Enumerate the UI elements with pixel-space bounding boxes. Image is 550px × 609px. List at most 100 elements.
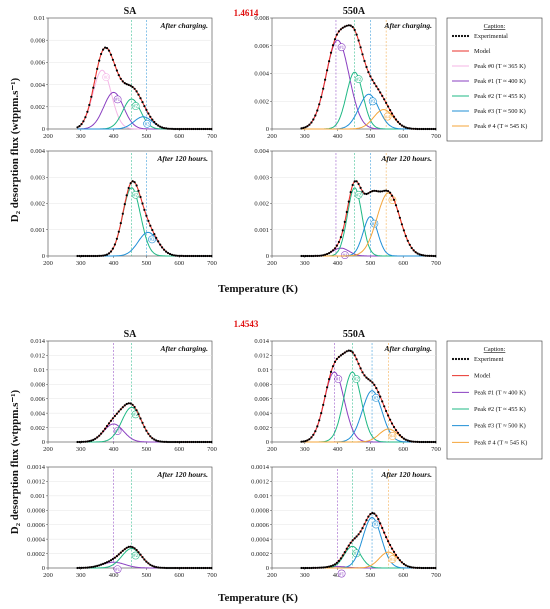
experimental-point (92, 565, 95, 568)
experimental-point (137, 551, 140, 554)
experimental-point (355, 535, 358, 538)
experimental-point (416, 127, 419, 131)
panel-annotation: After charging. (159, 344, 208, 353)
experimental-point (155, 236, 158, 239)
experimental-point (418, 440, 421, 444)
experimental-point (347, 349, 350, 352)
experimental-point (111, 247, 114, 250)
experimental-point (333, 247, 337, 250)
experimental-point (326, 386, 329, 389)
experimental-point (416, 566, 419, 570)
experimental-point (357, 39, 360, 42)
experimental-point (165, 127, 168, 130)
experimental-point (165, 566, 168, 570)
experimental-point (194, 566, 197, 570)
experimental-point (192, 440, 195, 444)
experimental-point (404, 234, 407, 238)
experimental-point (416, 252, 419, 255)
experimental-point (172, 566, 176, 570)
y-tick-label: 0.008 (254, 381, 269, 388)
experimental-point (318, 103, 321, 106)
experimental-point (300, 254, 303, 258)
experimental-point (159, 566, 162, 569)
experimental-point (375, 387, 378, 390)
experimental-point (422, 254, 425, 257)
experimental-point (168, 252, 172, 256)
experimental-point (107, 560, 111, 563)
experimental-point (100, 254, 103, 257)
experimental-point (328, 565, 331, 568)
peak-2-curve (301, 371, 436, 443)
peak-2-curve (77, 187, 212, 257)
experimental-point (363, 374, 366, 377)
y-tick-label: 0.0002 (27, 551, 45, 558)
experimental-point (389, 418, 392, 421)
experimental-point (377, 88, 380, 91)
experimental-point (335, 244, 338, 247)
x-tick-label: 400 (109, 133, 119, 140)
experimental-point (434, 127, 437, 131)
x-tick-label: 200 (43, 446, 53, 453)
experimental-point (206, 254, 209, 258)
experimental-point (308, 123, 311, 126)
experimental-point (123, 404, 126, 407)
experimental-point (304, 126, 307, 129)
experimental-point (424, 254, 427, 257)
panel-title: 550A (343, 6, 366, 17)
experimental-point (125, 402, 128, 406)
experimental-point (155, 566, 158, 569)
x-tick-label: 400 (333, 133, 343, 140)
experimental-point (78, 125, 81, 128)
experimental-point (390, 422, 394, 425)
panel-annotation: After 120 hours. (156, 154, 208, 163)
experimental-point (113, 556, 116, 559)
experimental-point (316, 425, 319, 428)
experimental-point (383, 189, 386, 192)
experimental-point (318, 254, 321, 257)
x-tick-label: 400 (333, 572, 343, 579)
model-curve (77, 546, 212, 569)
experimental-point (424, 440, 427, 444)
experimental-point (331, 44, 335, 47)
peak-label-circle (113, 95, 122, 104)
experimental-point (430, 127, 433, 131)
experimental-point (153, 233, 156, 236)
experimental-point (125, 194, 128, 197)
experimental-point (349, 191, 352, 194)
experimental-point (351, 25, 354, 29)
y-tick-label: 0.008 (30, 37, 45, 44)
experimental-point (312, 118, 315, 121)
peak-3-curve (301, 216, 436, 257)
experimental-point (184, 127, 187, 131)
experimental-point (329, 250, 333, 253)
x-tick-label: 600 (398, 572, 408, 579)
experimental-point (412, 440, 415, 443)
legend-item-label: Peak #3 (T ≈ 500 K) (474, 423, 526, 430)
peak-label: #1 (115, 568, 121, 573)
peak-label-circle (337, 43, 346, 52)
x-tick-label: 700 (431, 260, 441, 267)
peak-0-curve (77, 69, 212, 130)
experimental-point (115, 237, 118, 240)
legend-swatch-dot (454, 357, 458, 361)
experimental-point (398, 216, 401, 219)
experimental-point (151, 118, 154, 121)
experimental-point (422, 566, 425, 570)
experimental-point (190, 254, 193, 258)
experimental-series (76, 180, 213, 258)
peak-label: #4 (390, 558, 396, 563)
experimental-point (412, 127, 415, 130)
peak-label: #4 (390, 435, 396, 440)
experimental-point (430, 440, 433, 444)
experimental-point (390, 112, 394, 115)
legend-swatch-dot (457, 357, 461, 361)
experimental-point (328, 252, 331, 255)
experimental-point (172, 254, 176, 257)
experimental-point (161, 126, 164, 129)
x-tick-label: 400 (109, 572, 119, 579)
experimental-point (131, 403, 134, 406)
experimental-point (345, 350, 348, 353)
x-tick-label: 500 (142, 260, 152, 267)
peak-label-circle (372, 393, 380, 402)
experimental-point (351, 183, 354, 187)
